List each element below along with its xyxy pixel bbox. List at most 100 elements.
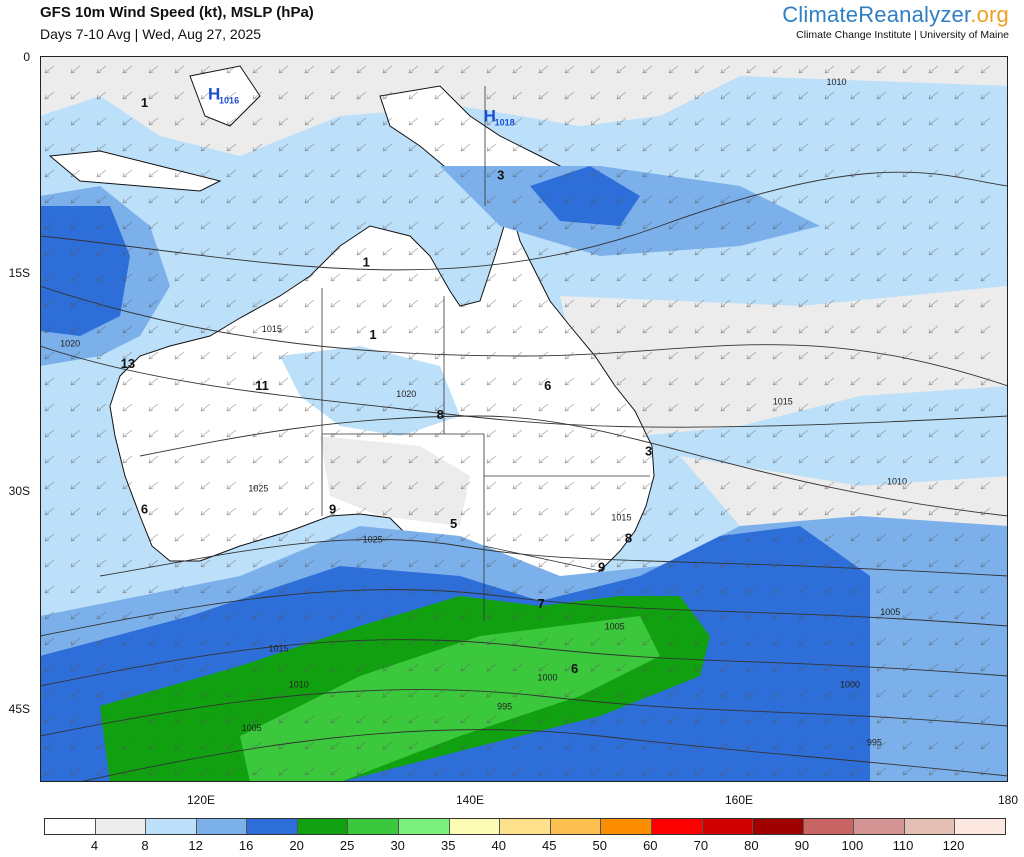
- colorbar-swatch: [955, 819, 1005, 834]
- colorbar-tick-label: 8: [141, 838, 149, 853]
- isobar-label: 1010: [827, 77, 847, 87]
- colorbar-tick-label: 80: [744, 838, 759, 853]
- colorbar-swatch: [651, 819, 703, 834]
- lon-label-180: 180: [997, 793, 1019, 807]
- brand-part-2: Reanalyzer: [858, 2, 971, 27]
- station-value: 6: [544, 378, 551, 393]
- brand-logo[interactable]: ClimateReanalyzer.org: [782, 2, 1009, 28]
- lat-label-15s: 15S: [8, 266, 30, 280]
- colorbar-tick-label: 25: [339, 838, 355, 853]
- colorbar-swatch: [550, 819, 602, 834]
- colorbar-tick-label: 4: [90, 838, 99, 853]
- isobar-label: 995: [497, 701, 512, 711]
- colorbar-tick-label: 20: [289, 838, 304, 853]
- station-value: 11: [255, 378, 269, 393]
- colorbar-tick-label: 30: [390, 838, 405, 853]
- wind-vectors: [40, 56, 1008, 782]
- isobar-label: 1025: [248, 484, 268, 494]
- colorbar-swatch: [854, 819, 905, 834]
- colorbar-swatch: [702, 819, 754, 834]
- colorbar-tick-label: 70: [693, 838, 709, 853]
- colorbar-swatch: [753, 819, 804, 834]
- colorbar-tick-label: 16: [238, 838, 254, 853]
- isobar-labels: 1010 1015 1020 1020 1025 1025 1015 1015 1010 1010…: [60, 77, 907, 748]
- colorbar-swatch: [247, 819, 298, 834]
- high-pressure-letter: H: [208, 85, 220, 104]
- station-value: 9: [598, 559, 605, 574]
- colorbar-tick-label: 100: [841, 838, 864, 853]
- station-value: 9: [329, 501, 336, 516]
- lon-label-140e: 140E: [455, 793, 485, 807]
- colorbar-tick-label: 12: [188, 838, 203, 853]
- colorbar-tick-label: 35: [440, 838, 456, 853]
- colorbar-swatch: [904, 819, 956, 834]
- station-value: 6: [141, 501, 148, 516]
- colorbar-tick-label: 90: [794, 838, 810, 853]
- colorbar-swatch: [95, 819, 147, 834]
- station-value: 13: [121, 356, 135, 371]
- station-value: 3: [645, 443, 652, 458]
- high-pressure-value: 1016: [219, 96, 239, 106]
- isobar-label: 1005: [242, 723, 262, 733]
- colorbar-swatch: [196, 819, 248, 834]
- lat-label-30s: 30S: [8, 484, 30, 498]
- chart-title: GFS 10m Wind Speed (kt), MSLP (hPa): [40, 4, 314, 21]
- isobar-label: 1015: [269, 643, 289, 653]
- colorbar-tick-label: 45: [542, 838, 557, 853]
- station-value: 5: [450, 516, 457, 531]
- station-value: 8: [625, 530, 632, 545]
- lat-label-45s: 45S: [8, 702, 30, 716]
- lon-label-160e: 160E: [724, 793, 754, 807]
- isobar-label: 1020: [60, 338, 80, 348]
- isobar-label: 1005: [605, 622, 625, 632]
- state-borders: [321, 86, 650, 621]
- colorbar-swatch: [399, 819, 450, 834]
- colorbar-swatch: [297, 819, 349, 834]
- isobar-label: 1010: [887, 476, 907, 486]
- chart-subtitle: Days 7-10 Avg | Wed, Aug 27, 2025: [40, 26, 262, 42]
- isobar-label: 1025: [363, 534, 383, 544]
- isobar-label: 1020: [396, 389, 416, 399]
- isobar-label: 995: [867, 738, 882, 748]
- high-pressure-letter: H: [484, 106, 496, 125]
- isobar-label: 1010: [289, 680, 309, 690]
- isobar-label: 1000: [537, 672, 557, 682]
- colorbar-tick-label: 50: [592, 838, 608, 853]
- colorbar-tick-label: 60: [643, 838, 658, 853]
- lon-label-120e: 120E: [186, 793, 216, 807]
- isobar-label: 1015: [611, 513, 631, 523]
- station-value: 7: [537, 596, 544, 611]
- colorbar-swatch: [449, 819, 501, 834]
- colorbar-tick-label: 120: [942, 838, 965, 853]
- brand-part-3: .org: [970, 2, 1009, 27]
- isobar-label: 1005: [880, 607, 900, 617]
- colorbar-swatch: [500, 819, 551, 834]
- colorbar-swatch: [146, 819, 197, 834]
- station-value: 3: [497, 167, 504, 182]
- brand-affiliation: Climate Change Institute | University of…: [796, 29, 1009, 41]
- colorbar-swatch: [348, 819, 400, 834]
- colorbar-tick-label: 40: [491, 838, 506, 853]
- station-value: 1: [369, 327, 376, 342]
- station-value: 8: [437, 407, 444, 422]
- colorbar-swatch: [803, 819, 855, 834]
- station-value: 1: [141, 95, 148, 110]
- map-frame: [40, 56, 1008, 782]
- isobar-label: 1015: [262, 324, 282, 334]
- station-value: 1: [363, 255, 370, 270]
- station-value: 6: [571, 661, 578, 676]
- colorbar-swatch: [45, 819, 96, 834]
- high-pressure-value: 1018: [495, 117, 515, 127]
- colorbar: [44, 818, 1006, 835]
- isobar-label: 1015: [773, 396, 793, 406]
- brand-part-1: Climate: [782, 2, 859, 27]
- lat-label-0: 0: [23, 50, 30, 64]
- colorbar-tick-label: 110: [892, 838, 914, 853]
- colorbar-swatch: [601, 819, 652, 834]
- isobar-label: 1000: [840, 680, 860, 690]
